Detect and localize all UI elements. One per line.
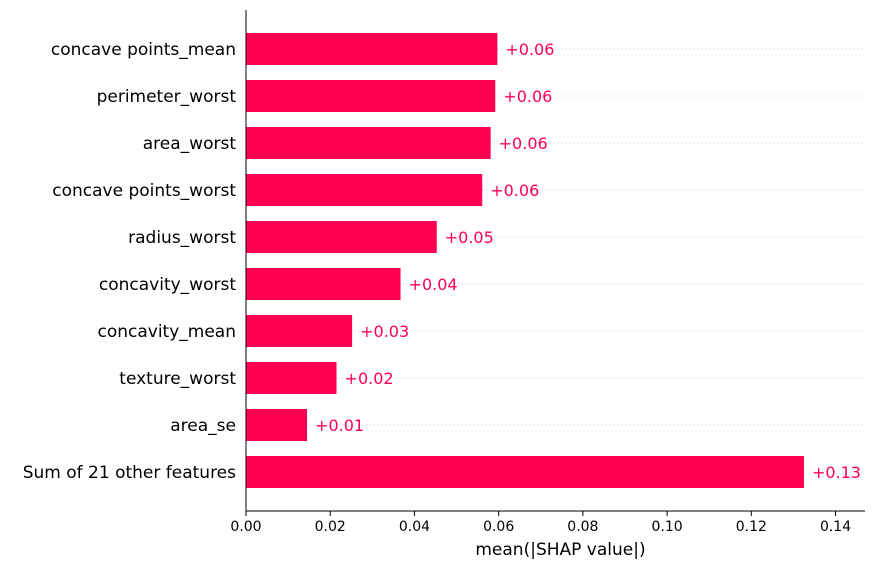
feature-label: concave points_worst	[52, 181, 236, 201]
bar-value-label: +0.05	[445, 228, 494, 247]
x-tick-label: 0.14	[820, 519, 851, 535]
bar	[246, 315, 353, 347]
feature-label: concavity_mean	[97, 322, 236, 342]
x-tick-label: 0.00	[230, 519, 261, 535]
bar-value-label: +0.04	[409, 275, 458, 294]
bar	[246, 362, 337, 394]
bars	[246, 33, 804, 488]
bar-value-label: +0.06	[490, 181, 539, 200]
bar	[246, 268, 401, 300]
bar-value-label: +0.03	[360, 322, 409, 341]
x-tick-label: 0.04	[399, 519, 430, 535]
x-tick-label: 0.08	[567, 519, 598, 535]
x-tick-label: 0.12	[736, 519, 767, 535]
value-labels: +0.06 +0.06 +0.06 +0.06 +0.05 +0.04 +0.03 +0.02…	[315, 40, 861, 482]
bar-value-label: +0.06	[503, 87, 552, 106]
x-axis-ticks: 0.00 0.02 0.04 0.06 0.08 0.10 0.12 0.14	[230, 511, 851, 535]
bar-value-label: +0.06	[505, 40, 554, 59]
bar	[246, 33, 498, 65]
bar-value-label: +0.01	[315, 416, 364, 435]
x-tick-label: 0.06	[483, 519, 514, 535]
feature-label: area_worst	[143, 134, 237, 154]
bar	[246, 174, 483, 206]
bar	[246, 127, 491, 159]
bar-value-label: +0.02	[345, 369, 394, 388]
feature-label: Sum of 21 other features	[23, 463, 236, 483]
bar	[246, 456, 804, 488]
gridlines	[246, 48, 865, 473]
x-tick-label: 0.02	[315, 519, 346, 535]
bar	[246, 221, 437, 253]
bar	[246, 80, 496, 112]
feature-labels: concave points_mean perimeter_worst area_w…	[23, 40, 237, 483]
feature-label: radius_worst	[128, 228, 236, 248]
feature-label: texture_worst	[119, 369, 236, 389]
feature-label: area_se	[170, 416, 236, 436]
x-axis-title: mean(|SHAP value|)	[475, 540, 645, 560]
feature-label: concave points_mean	[51, 40, 236, 60]
bar	[246, 409, 308, 441]
feature-label: perimeter_worst	[97, 87, 237, 107]
feature-label: concavity_worst	[99, 275, 236, 295]
x-tick-label: 0.10	[652, 519, 683, 535]
bar-value-label: +0.06	[499, 134, 548, 153]
bar-value-label: +0.13	[812, 463, 861, 482]
